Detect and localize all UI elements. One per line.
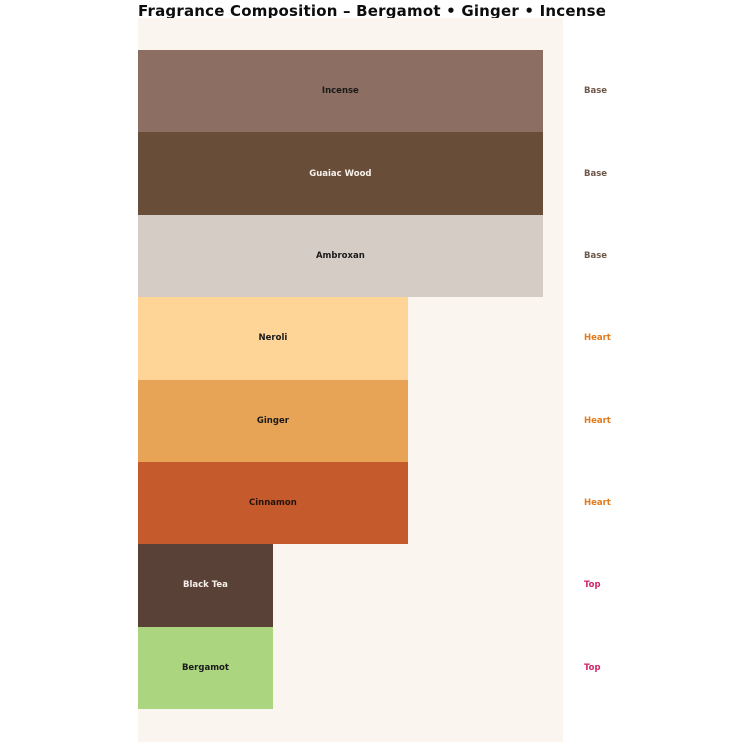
bar-label: Bergamot — [181, 662, 229, 673]
bar-incense: Incense — [138, 50, 543, 133]
layer-label-top: Top — [584, 580, 601, 591]
layer-label-heart: Heart — [584, 498, 611, 509]
layer-label-base: Base — [584, 168, 608, 179]
bar-guaiac-wood: Guaiac Wood — [138, 132, 543, 215]
bar-neroli: Neroli — [138, 297, 408, 380]
bar-black-tea: Black Tea — [138, 544, 273, 627]
bar-label: Neroli — [258, 333, 288, 344]
bar-label: Ginger — [256, 415, 289, 426]
layer-label-base: Base — [584, 86, 608, 97]
bar-row: Cinnamon — [138, 461, 563, 545]
bar-row: Guaiac Wood — [138, 132, 563, 215]
plot-area: Incense Guaiac Wood Ambroxan Neroli Ginger Ci… — [138, 18, 563, 742]
layer-label-base: Base — [584, 250, 608, 261]
bar-label: Cinnamon — [249, 498, 297, 509]
chart-title: Fragrance Composition – Bergamot • Ginge… — [138, 2, 607, 20]
bar-row: Ginger — [138, 379, 563, 462]
bar-bergamot: Bergamot — [138, 626, 273, 709]
bar-label: Guaiac Wood — [309, 168, 372, 179]
bar-label: Ambroxan — [315, 250, 365, 261]
layer-label-heart: Heart — [584, 333, 611, 344]
bar-cinnamon: Cinnamon — [138, 461, 408, 545]
bar-row: Incense — [138, 50, 563, 133]
layer-label-heart: Heart — [584, 415, 611, 426]
bar-row: Neroli — [138, 297, 563, 380]
bar-row: Bergamot — [138, 626, 563, 709]
layer-labels-column: Base Base Base Heart Heart Heart Top Top — [584, 50, 644, 709]
bars-container: Incense Guaiac Wood Ambroxan Neroli Ginger Ci… — [138, 50, 563, 709]
bar-ginger: Ginger — [138, 379, 408, 462]
bar-ambroxan: Ambroxan — [138, 214, 543, 298]
bar-label: Incense — [321, 86, 359, 97]
bar-row: Black Tea — [138, 544, 563, 627]
bar-row: Ambroxan — [138, 214, 563, 298]
layer-label-top: Top — [584, 662, 601, 673]
bar-label: Black Tea — [182, 580, 228, 591]
